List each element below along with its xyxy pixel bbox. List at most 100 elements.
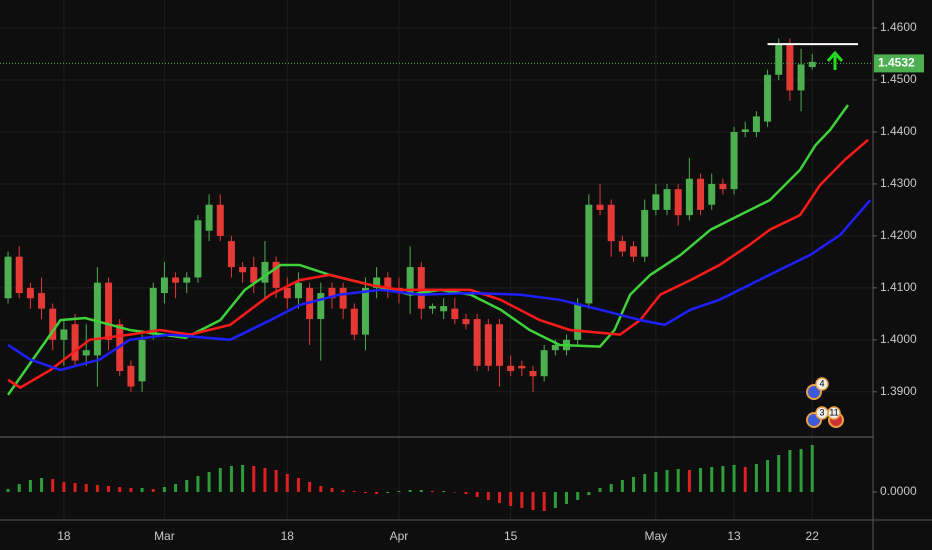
histogram-bar [565, 492, 569, 504]
histogram-bar [743, 467, 747, 492]
x-tick-label: 18 [57, 529, 71, 543]
y-tick-label: 1.4400 [880, 124, 917, 138]
event-label: 3 [819, 407, 824, 417]
candle-body [138, 339, 146, 382]
candle-body [373, 277, 381, 288]
histogram-bar [28, 480, 32, 492]
histogram-bar [330, 488, 334, 492]
event-label: 11 [829, 407, 838, 417]
histogram-bar [263, 468, 267, 492]
histogram-bar [140, 488, 144, 492]
histogram-bar [151, 489, 155, 492]
candle-body [752, 116, 760, 132]
histogram-bar [285, 474, 289, 492]
candle-body [149, 287, 157, 335]
candle-body [38, 293, 46, 309]
histogram-bar [40, 478, 44, 492]
histogram-bar [609, 484, 613, 492]
candle-body [406, 267, 414, 294]
histogram-bar [710, 467, 714, 492]
candle-body [4, 256, 12, 299]
candle-body [216, 204, 224, 236]
candle-body [105, 282, 113, 340]
candle-body [808, 61, 816, 68]
candle-body [618, 241, 626, 252]
histogram-bar [95, 485, 99, 492]
candle-body [205, 204, 213, 231]
histogram-bar [252, 466, 256, 492]
histogram-bar [341, 490, 345, 492]
histogram-bar [620, 480, 624, 492]
candle-body [26, 287, 34, 299]
histogram-bar [665, 470, 669, 492]
histogram-bar [118, 487, 122, 492]
candle-body [227, 241, 235, 268]
candle-body [272, 261, 280, 288]
y-tick-label: 1.4200 [880, 228, 917, 242]
histogram-bar [363, 492, 367, 493]
histogram-bar [375, 492, 379, 494]
plot [0, 38, 873, 511]
histogram-bar [453, 492, 457, 493]
candle-body [708, 183, 716, 205]
candle-body [641, 209, 649, 257]
candle-body [495, 324, 503, 366]
histogram-bar [17, 484, 21, 492]
candle-body [60, 329, 68, 340]
candle-body [730, 131, 738, 190]
histogram-bar [799, 449, 803, 492]
up-arrow [826, 50, 844, 70]
candle-body [797, 64, 805, 91]
histogram-bar [408, 490, 412, 492]
histogram-bar [587, 492, 591, 495]
histogram-bar [218, 468, 222, 492]
grid [0, 0, 873, 520]
histogram-bar [296, 478, 300, 492]
x-tick-label: 22 [806, 529, 820, 543]
event-flags: 4 3 11 [806, 377, 844, 428]
x-tick-label: 15 [504, 529, 518, 543]
candle-body [49, 308, 57, 340]
histogram-bar [721, 466, 725, 492]
candle-body [239, 267, 247, 273]
histogram-bar [464, 492, 468, 494]
candle-body [294, 282, 302, 299]
histogram-bar [62, 482, 66, 492]
candle-body [719, 183, 727, 190]
candle-body [428, 306, 436, 309]
histogram-bar [497, 492, 501, 503]
histogram-bar [542, 492, 546, 511]
histogram-bar [687, 470, 691, 492]
event-label: 4 [819, 378, 824, 388]
candle-body [462, 319, 470, 325]
histogram-bar [486, 492, 490, 500]
candle-body [685, 178, 693, 216]
x-tick-label: Mar [154, 529, 175, 543]
candle-body [384, 277, 392, 288]
histogram-bar [129, 488, 133, 492]
y-tick-label: 0.0000 [880, 484, 917, 498]
histogram-bar [777, 455, 781, 492]
candle-body [484, 324, 492, 366]
y-tick-label: 1.4100 [880, 280, 917, 294]
candle-body [585, 204, 593, 304]
y-tick-label: 1.4300 [880, 176, 917, 190]
x-tick-label: 18 [281, 529, 295, 543]
candle-body [440, 306, 448, 312]
last-price-box [874, 54, 924, 73]
histogram-bar [162, 487, 166, 492]
histogram-bar [241, 465, 245, 492]
histogram-bar [386, 492, 390, 493]
y-tick-label: 1.3900 [880, 384, 917, 398]
x-tick-label: May [645, 529, 668, 543]
histogram-bar [419, 490, 423, 492]
candle-body [451, 308, 459, 320]
histogram-bar [107, 486, 111, 492]
candle-body [775, 43, 783, 75]
candle-body [82, 350, 90, 356]
histogram-bar [185, 480, 189, 492]
candle-body [283, 287, 291, 299]
histogram-bar [654, 472, 658, 492]
